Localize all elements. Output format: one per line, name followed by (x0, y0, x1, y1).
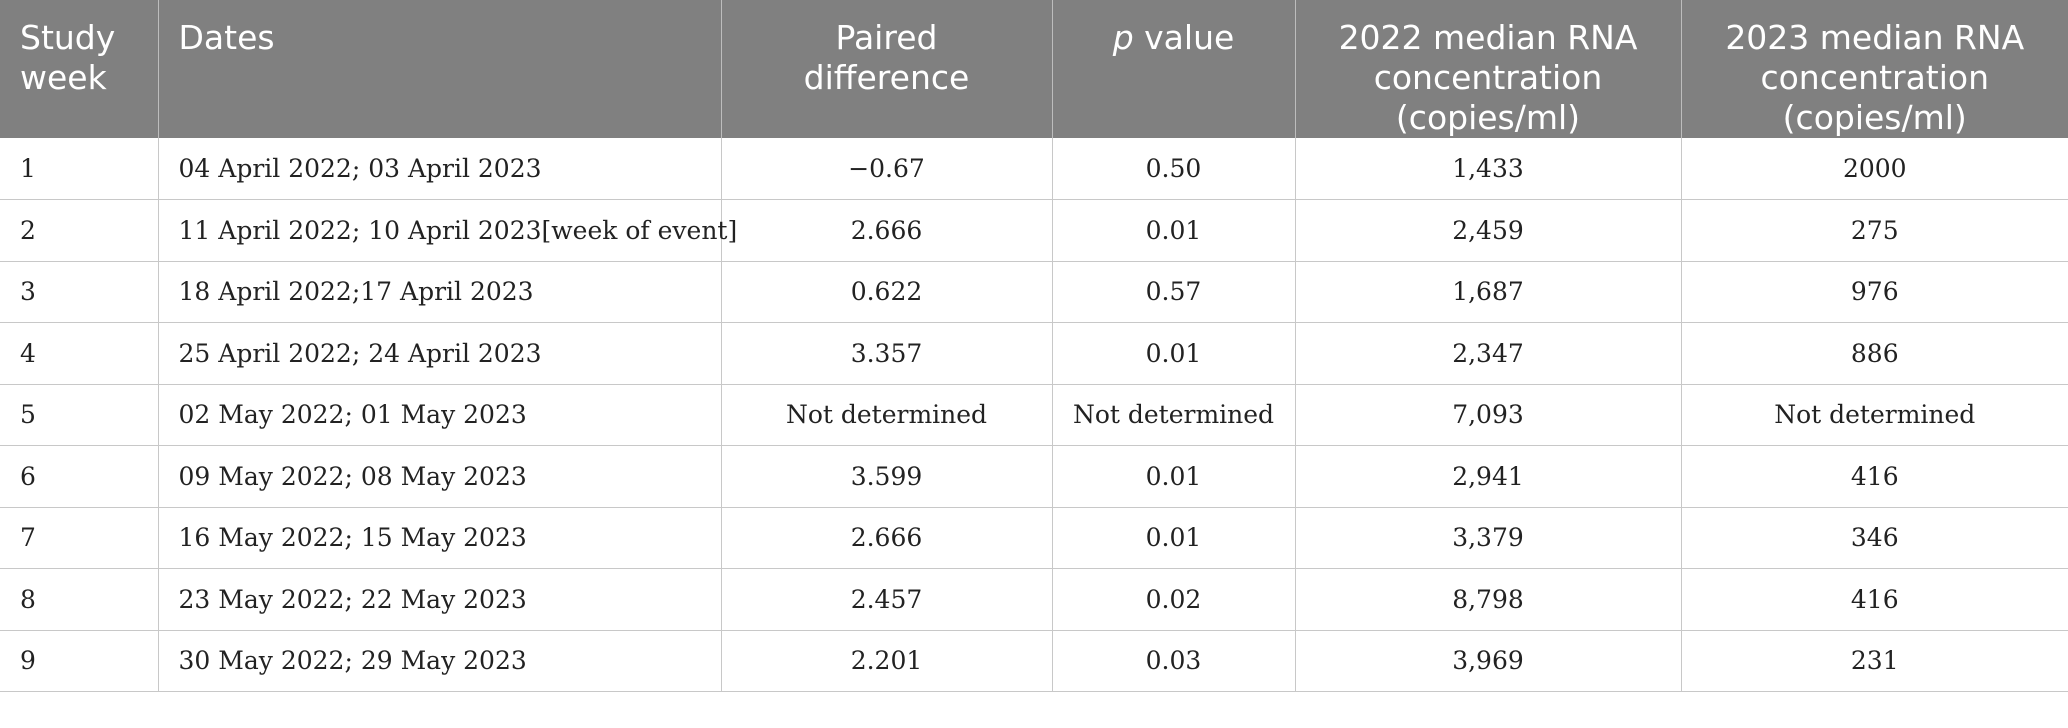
table-body: 1 04 April 2022; 03 April 2023 −0.67 0.50 1,… (0, 138, 2068, 692)
cell-paired-difference: −0.67 (721, 138, 1053, 200)
header-median-2022-line1: 2022 median RNA (1338, 18, 1638, 57)
cell-p-value: 0.03 (1052, 630, 1296, 692)
cell-paired-difference: Not determined (721, 384, 1053, 446)
table-row: 8 23 May 2022; 22 May 2023 2.457 0.02 8,798 4… (0, 568, 2068, 631)
cell-dates: 09 May 2022; 08 May 2023 (158, 445, 722, 508)
header-median-2023-line1: 2023 median RNA (1725, 18, 2025, 57)
header-p-value: p value (1052, 0, 1296, 138)
cell-study-week: 6 (0, 445, 159, 508)
header-median-2022-line3: (copies/ml) (1395, 98, 1581, 137)
results-table: Study week Dates Paired difference p val… (0, 0, 2068, 692)
cell-dates: 23 May 2022; 22 May 2023 (158, 568, 722, 631)
cell-dates: 18 April 2022;17 April 2023 (158, 261, 722, 323)
cell-paired-difference: 3.357 (721, 322, 1053, 385)
cell-median-2023: Not determined (1681, 384, 2068, 446)
cell-p-value: Not determined (1052, 384, 1296, 446)
cell-study-week: 3 (0, 261, 159, 323)
cell-median-2023: 416 (1681, 568, 2068, 631)
cell-dates: 16 May 2022; 15 May 2023 (158, 507, 722, 569)
cell-study-week: 2 (0, 199, 159, 262)
cell-study-week: 5 (0, 384, 159, 446)
cell-p-value: 0.01 (1052, 445, 1296, 508)
header-median-2022: 2022 median RNA concentration (copies/ml… (1295, 0, 1682, 138)
cell-paired-difference: 2.201 (721, 630, 1053, 692)
cell-median-2022: 8,798 (1295, 568, 1682, 631)
header-paired-difference-line2: difference (803, 58, 970, 97)
cell-median-2023: 976 (1681, 261, 2068, 323)
cell-paired-difference: 2.457 (721, 568, 1053, 631)
cell-paired-difference: 3.599 (721, 445, 1053, 508)
header-paired-difference: Paired difference (721, 0, 1053, 138)
cell-dates: 11 April 2022; 10 April 2023[week of eve… (158, 199, 737, 262)
cell-paired-difference: 2.666 (721, 507, 1053, 569)
cell-median-2022: 3,969 (1295, 630, 1682, 692)
cell-study-week: 9 (0, 630, 159, 692)
cell-p-value: 0.01 (1052, 322, 1296, 385)
cell-median-2022: 2,941 (1295, 445, 1682, 508)
header-paired-difference-line1: Paired (835, 18, 938, 57)
header-p-value-italic: p (1112, 18, 1134, 57)
cell-dates: 04 April 2022; 03 April 2023 (158, 138, 722, 200)
table-row: 5 02 May 2022; 01 May 2023 Not determined N… (0, 384, 2068, 446)
cell-median-2023: 346 (1681, 507, 2068, 569)
header-p-value-rest: value (1133, 18, 1235, 57)
cell-dates: 25 April 2022; 24 April 2023 (158, 322, 722, 385)
cell-median-2022: 7,093 (1295, 384, 1682, 446)
cell-median-2023: 275 (1681, 199, 2068, 262)
cell-median-2022: 3,379 (1295, 507, 1682, 569)
cell-study-week: 1 (0, 138, 159, 200)
table-row: 6 09 May 2022; 08 May 2023 3.599 0.01 2,941 4… (0, 445, 2068, 508)
cell-median-2022: 2,347 (1295, 322, 1682, 385)
cell-median-2023: 886 (1681, 322, 2068, 385)
table-row: 4 25 April 2022; 24 April 2023 3.357 0.01 2,… (0, 322, 2068, 385)
header-dates: Dates (158, 0, 722, 138)
header-study-week: Study week (0, 0, 159, 138)
table-row: 3 18 April 2022;17 April 2023 0.622 0.57 1,6… (0, 261, 2068, 323)
header-median-2023-line2: concentration (1760, 58, 1990, 97)
cell-p-value: 0.57 (1052, 261, 1296, 323)
cell-median-2022: 1,687 (1295, 261, 1682, 323)
cell-p-value: 0.02 (1052, 568, 1296, 631)
header-median-2022-line2: concentration (1373, 58, 1603, 97)
header-median-2023-line3: (copies/ml) (1782, 98, 1967, 137)
cell-median-2022: 1,433 (1295, 138, 1682, 200)
cell-dates: 02 May 2022; 01 May 2023 (158, 384, 722, 446)
cell-p-value: 0.01 (1052, 507, 1296, 569)
cell-study-week: 4 (0, 322, 159, 385)
header-row: Study week Dates Paired difference p val… (0, 0, 2068, 138)
table-row: 2 11 April 2022; 10 April 2023[week of ev… (0, 199, 2068, 262)
cell-median-2023: 416 (1681, 445, 2068, 508)
cell-p-value: 0.50 (1052, 138, 1296, 200)
cell-median-2023: 231 (1681, 630, 2068, 692)
header-study-week-line2: week (20, 58, 107, 97)
cell-median-2022: 2,459 (1295, 199, 1682, 262)
header-study-week-line1: Study (20, 18, 116, 57)
header-median-2023: 2023 median RNA concentration (copies/ml… (1681, 0, 2068, 138)
cell-dates: 30 May 2022; 29 May 2023 (158, 630, 722, 692)
cell-study-week: 8 (0, 568, 159, 631)
cell-p-value: 0.01 (1052, 199, 1296, 262)
cell-paired-difference: 2.666 (721, 199, 1053, 262)
cell-study-week: 7 (0, 507, 159, 569)
table-row: 1 04 April 2022; 03 April 2023 −0.67 0.50 1,… (0, 138, 2068, 200)
header-dates-label: Dates (178, 18, 275, 57)
cell-paired-difference: 0.622 (721, 261, 1053, 323)
cell-median-2023: 2000 (1681, 138, 2068, 200)
table-row: 7 16 May 2022; 15 May 2023 2.666 0.01 3,379 3… (0, 507, 2068, 569)
table-row: 9 30 May 2022; 29 May 2023 2.201 0.03 3,969 2… (0, 630, 2068, 692)
